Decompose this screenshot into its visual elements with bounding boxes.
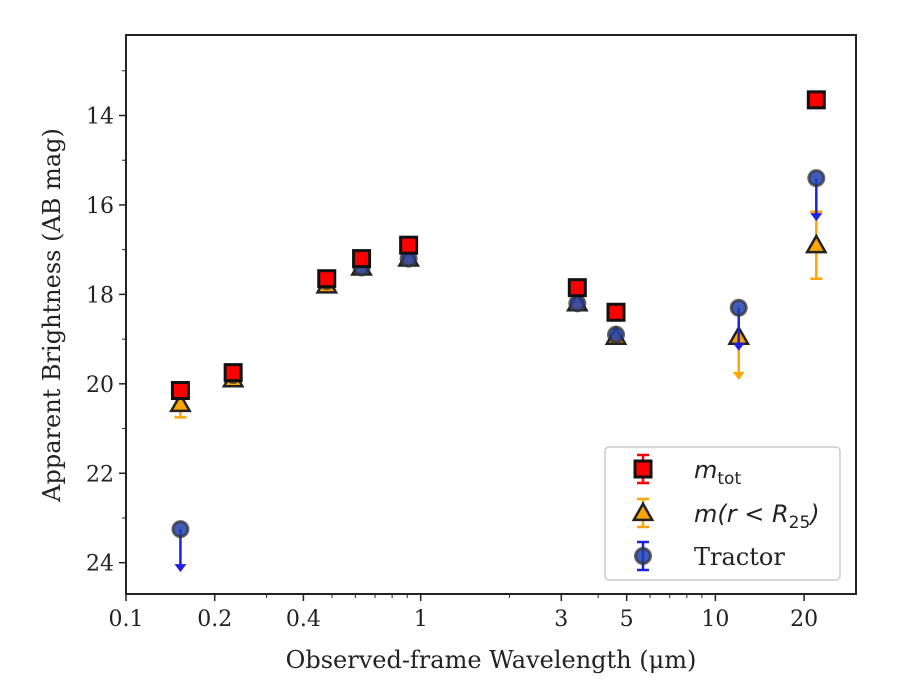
x-tick-label: 0.4 xyxy=(286,607,321,632)
x-tick-label: 1 xyxy=(414,607,428,632)
legend-label-main: m(r < R xyxy=(694,500,789,528)
x-tick-label: 0.2 xyxy=(197,607,232,632)
data-point-square xyxy=(567,278,587,298)
legend-marker-square xyxy=(633,459,653,479)
series-square xyxy=(170,90,826,401)
y-tick-label: 20 xyxy=(86,373,114,398)
legend-label: Tractor xyxy=(694,543,785,571)
x-tick-label: 3 xyxy=(554,607,568,632)
data-point-circle xyxy=(171,520,190,539)
upper-limit-arrowhead xyxy=(732,371,745,380)
y-axis-label: Apparent Brightness (AB mag) xyxy=(38,128,66,503)
legend: mtot m(r < R25) Tractor xyxy=(604,446,841,581)
y-tick-label: 14 xyxy=(86,104,114,129)
data-point-square xyxy=(317,269,337,289)
x-tick-label: 20 xyxy=(790,607,818,632)
data-point-square xyxy=(352,249,372,269)
x-tick-label: 5 xyxy=(620,607,634,632)
legend-marker-triangle xyxy=(631,501,655,522)
data-point-square xyxy=(606,302,626,322)
x-tick-label: 0.1 xyxy=(109,607,144,632)
data-point-square xyxy=(399,235,419,255)
legend-label-subscript: 25 xyxy=(789,513,811,533)
data-point-triangle xyxy=(804,233,828,254)
y-tick-label: 16 xyxy=(86,194,114,219)
x-axis-label: Observed-frame Wavelength (μm) xyxy=(286,646,697,674)
y-tick-label: 22 xyxy=(86,462,114,487)
y-tick-label: 18 xyxy=(86,283,114,308)
upper-limit-arrowhead xyxy=(810,213,823,222)
data-point-circle xyxy=(807,169,826,188)
data-marks xyxy=(169,90,828,573)
legend-marker-circle xyxy=(634,547,652,565)
data-point-triangle xyxy=(169,392,192,413)
data-point-square xyxy=(806,90,826,110)
axes-frame xyxy=(125,34,857,595)
upper-limit-arrowhead xyxy=(732,342,745,351)
upper-limit-arrowhead xyxy=(174,564,187,573)
data-point-circle xyxy=(607,325,626,344)
legend-label: m(r < R25) xyxy=(694,500,820,533)
legend-box xyxy=(604,446,841,581)
y-tick-label: 24 xyxy=(86,552,114,577)
data-point-circle xyxy=(729,298,748,317)
x-tick-label: 10 xyxy=(701,607,729,632)
legend-label-subscript: tot xyxy=(717,469,741,489)
data-point-square xyxy=(223,363,243,383)
legend-label-tail: ) xyxy=(808,500,819,528)
data-point-square xyxy=(170,381,190,401)
legend-label-main: m xyxy=(694,456,717,484)
legend-label: mtot xyxy=(694,456,741,489)
data-point-circle xyxy=(568,294,587,313)
axes: 14 16 18 20 22 24 0.1 0.2 0.4 1 3 5 10 20 xyxy=(86,34,857,632)
